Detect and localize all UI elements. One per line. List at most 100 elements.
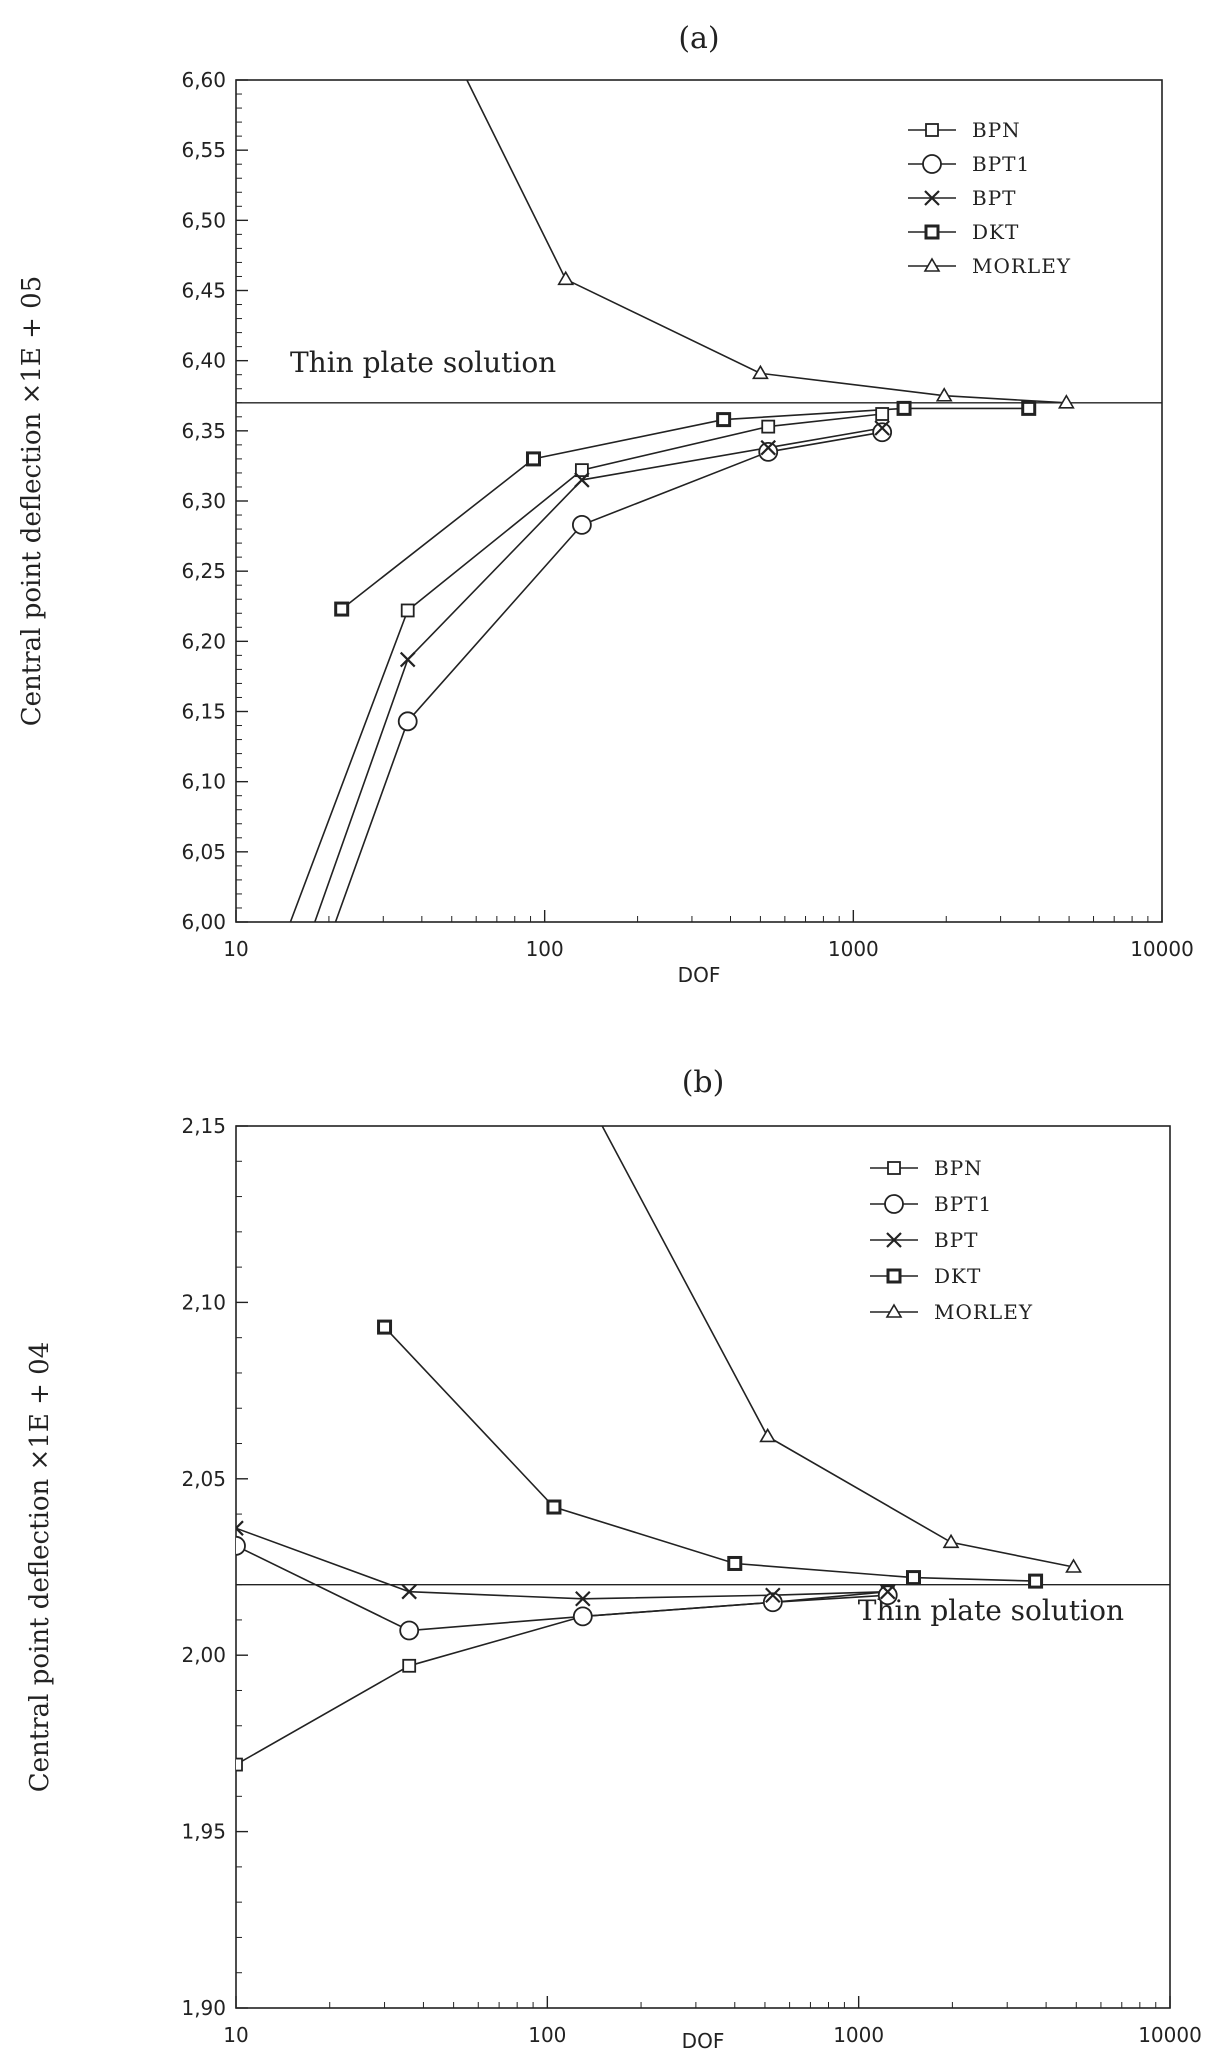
y-tick-label: 2,10 — [181, 1290, 226, 1314]
y-tick-label: 6,00 — [181, 910, 226, 934]
series-line-dkt — [383, 1326, 1036, 1582]
legend-marker-bpt1 — [884, 1194, 904, 1214]
legend-label: MORLEY — [972, 254, 1071, 278]
x-tick-label: 1000 — [833, 2023, 884, 2047]
y-tick-label: 6,45 — [181, 279, 226, 303]
data-point-morley — [935, 387, 953, 402]
y-tick-label: 6,25 — [181, 559, 226, 583]
x-tick-label: 1000 — [828, 937, 879, 961]
y-axis-label: Central point deflection ×1E + 04 — [25, 1342, 55, 1793]
data-point-bpt — [575, 1590, 591, 1607]
y-tick-label: 6,50 — [181, 208, 226, 232]
x-tick-label: 100 — [528, 2023, 566, 2047]
data-point-bpt1 — [872, 422, 893, 443]
data-point-bpt1 — [572, 1606, 593, 1627]
legend-label: BPT — [972, 186, 1017, 210]
plot-area — [236, 1126, 1082, 1772]
y-tick-label: 2,05 — [181, 1467, 226, 1491]
data-point-bpt — [760, 439, 777, 456]
data-point-bpt — [765, 1587, 781, 1603]
y-tick-label: 6,20 — [181, 629, 226, 653]
data-point-dkt — [716, 412, 732, 428]
y-tick-label: 6,40 — [181, 349, 226, 373]
legend-marker-morley — [923, 257, 941, 272]
series-line-bpt1 — [236, 1545, 888, 1632]
data-point-dkt — [905, 1570, 921, 1586]
data-point-bpt — [874, 420, 890, 436]
data-point-morley — [759, 1427, 777, 1443]
y-tick-label: 2,15 — [181, 1114, 226, 1138]
data-point-morley — [752, 364, 769, 380]
data-point-morley — [942, 1533, 960, 1549]
data-point-bpt — [879, 1583, 896, 1600]
data-point-bpn — [761, 419, 776, 434]
series-line-dkt — [341, 407, 1029, 610]
data-point-dkt — [334, 601, 350, 617]
x-tick-label: 10 — [223, 937, 248, 961]
data-point-morley — [1065, 1558, 1082, 1573]
y-tick-label: 6,30 — [181, 489, 226, 513]
y-axis-label: Central point deflection ×1E + 05 — [17, 276, 47, 727]
y-tick-label: 6,60 — [181, 68, 226, 92]
data-point-dkt — [377, 1319, 393, 1335]
x-tick-label: 10000 — [1138, 2023, 1202, 2047]
legend-label: BPN — [934, 1156, 983, 1180]
series-line-morley — [601, 1126, 1074, 1568]
data-point-morley — [1057, 394, 1075, 409]
data-point-bpt — [399, 651, 416, 668]
data-point-bpt1 — [571, 514, 592, 535]
plot-area — [289, 80, 1075, 922]
plot-frame — [235, 1125, 1171, 2009]
y-tick-label: 6,10 — [181, 770, 226, 794]
data-point-bpn — [402, 1658, 417, 1673]
data-point-bpt1 — [397, 711, 418, 732]
panel-b: (b) 1,90 1,95 2,00 2,05 2,10 2,15 10 100 1000 1000… — [25, 1065, 1202, 2053]
data-point-bpt1 — [399, 1620, 420, 1641]
data-point-bpt1 — [236, 1535, 246, 1556]
y-tick-label: 6,05 — [181, 840, 226, 864]
legend-marker-bpn — [887, 1161, 901, 1175]
legend-label: BPT1 — [934, 1192, 992, 1216]
series-line-bpt — [236, 1527, 888, 1600]
data-point-bpt1 — [762, 1592, 783, 1613]
data-point-dkt — [525, 451, 541, 467]
data-point-dkt — [546, 1499, 562, 1515]
legend-marker-morley — [885, 1303, 903, 1318]
x-tick-label: 10 — [223, 2023, 248, 2047]
data-point-bpt — [236, 1520, 244, 1536]
legend-label: MORLEY — [934, 1300, 1033, 1324]
panel-title: (a) — [678, 21, 719, 56]
x-axis-label: DOF — [682, 2029, 725, 2053]
series-line-bpt — [314, 427, 883, 922]
data-point-bpt1 — [877, 1585, 898, 1606]
y-tick-label: 6,15 — [181, 700, 226, 724]
series-line-bpt1 — [334, 431, 883, 922]
legend-label: BPT — [934, 1228, 979, 1252]
plot-frame — [235, 79, 1163, 923]
data-point-bpt — [401, 1583, 417, 1600]
legend-label: DKT — [972, 220, 1019, 244]
data-point-bpn — [400, 603, 415, 618]
data-point-dkt — [896, 400, 912, 416]
y-tick-label: 1,95 — [181, 1820, 226, 1844]
legend-marker-dkt — [886, 1268, 902, 1284]
legend-label: BPT1 — [972, 152, 1030, 176]
data-point-bpn — [875, 407, 890, 421]
legend-label: BPN — [972, 118, 1021, 142]
data-point-bpt — [574, 472, 590, 488]
panel-title: (b) — [682, 1065, 725, 1100]
y-tick-label: 6,55 — [181, 138, 226, 162]
panel-a: (a) 6,00 6,05 6,10 6,15 6,20 6,25 6,30 6,35 6,40 6… — [17, 21, 1194, 987]
data-point-bpn — [574, 463, 589, 478]
data-point-dkt — [1021, 400, 1037, 416]
y-tick-label: 2,00 — [181, 1643, 226, 1667]
x-tick-label: 10000 — [1130, 937, 1194, 961]
legend-marker-bpn — [925, 123, 939, 137]
y-tick-label: 1,90 — [181, 1996, 226, 2020]
data-point-bpn — [236, 1757, 243, 1772]
legend-marker-bpt — [924, 190, 940, 206]
legend-marker-bpt — [886, 1232, 902, 1248]
series-line-bpn — [289, 413, 883, 922]
x-tick-label: 100 — [526, 937, 564, 961]
